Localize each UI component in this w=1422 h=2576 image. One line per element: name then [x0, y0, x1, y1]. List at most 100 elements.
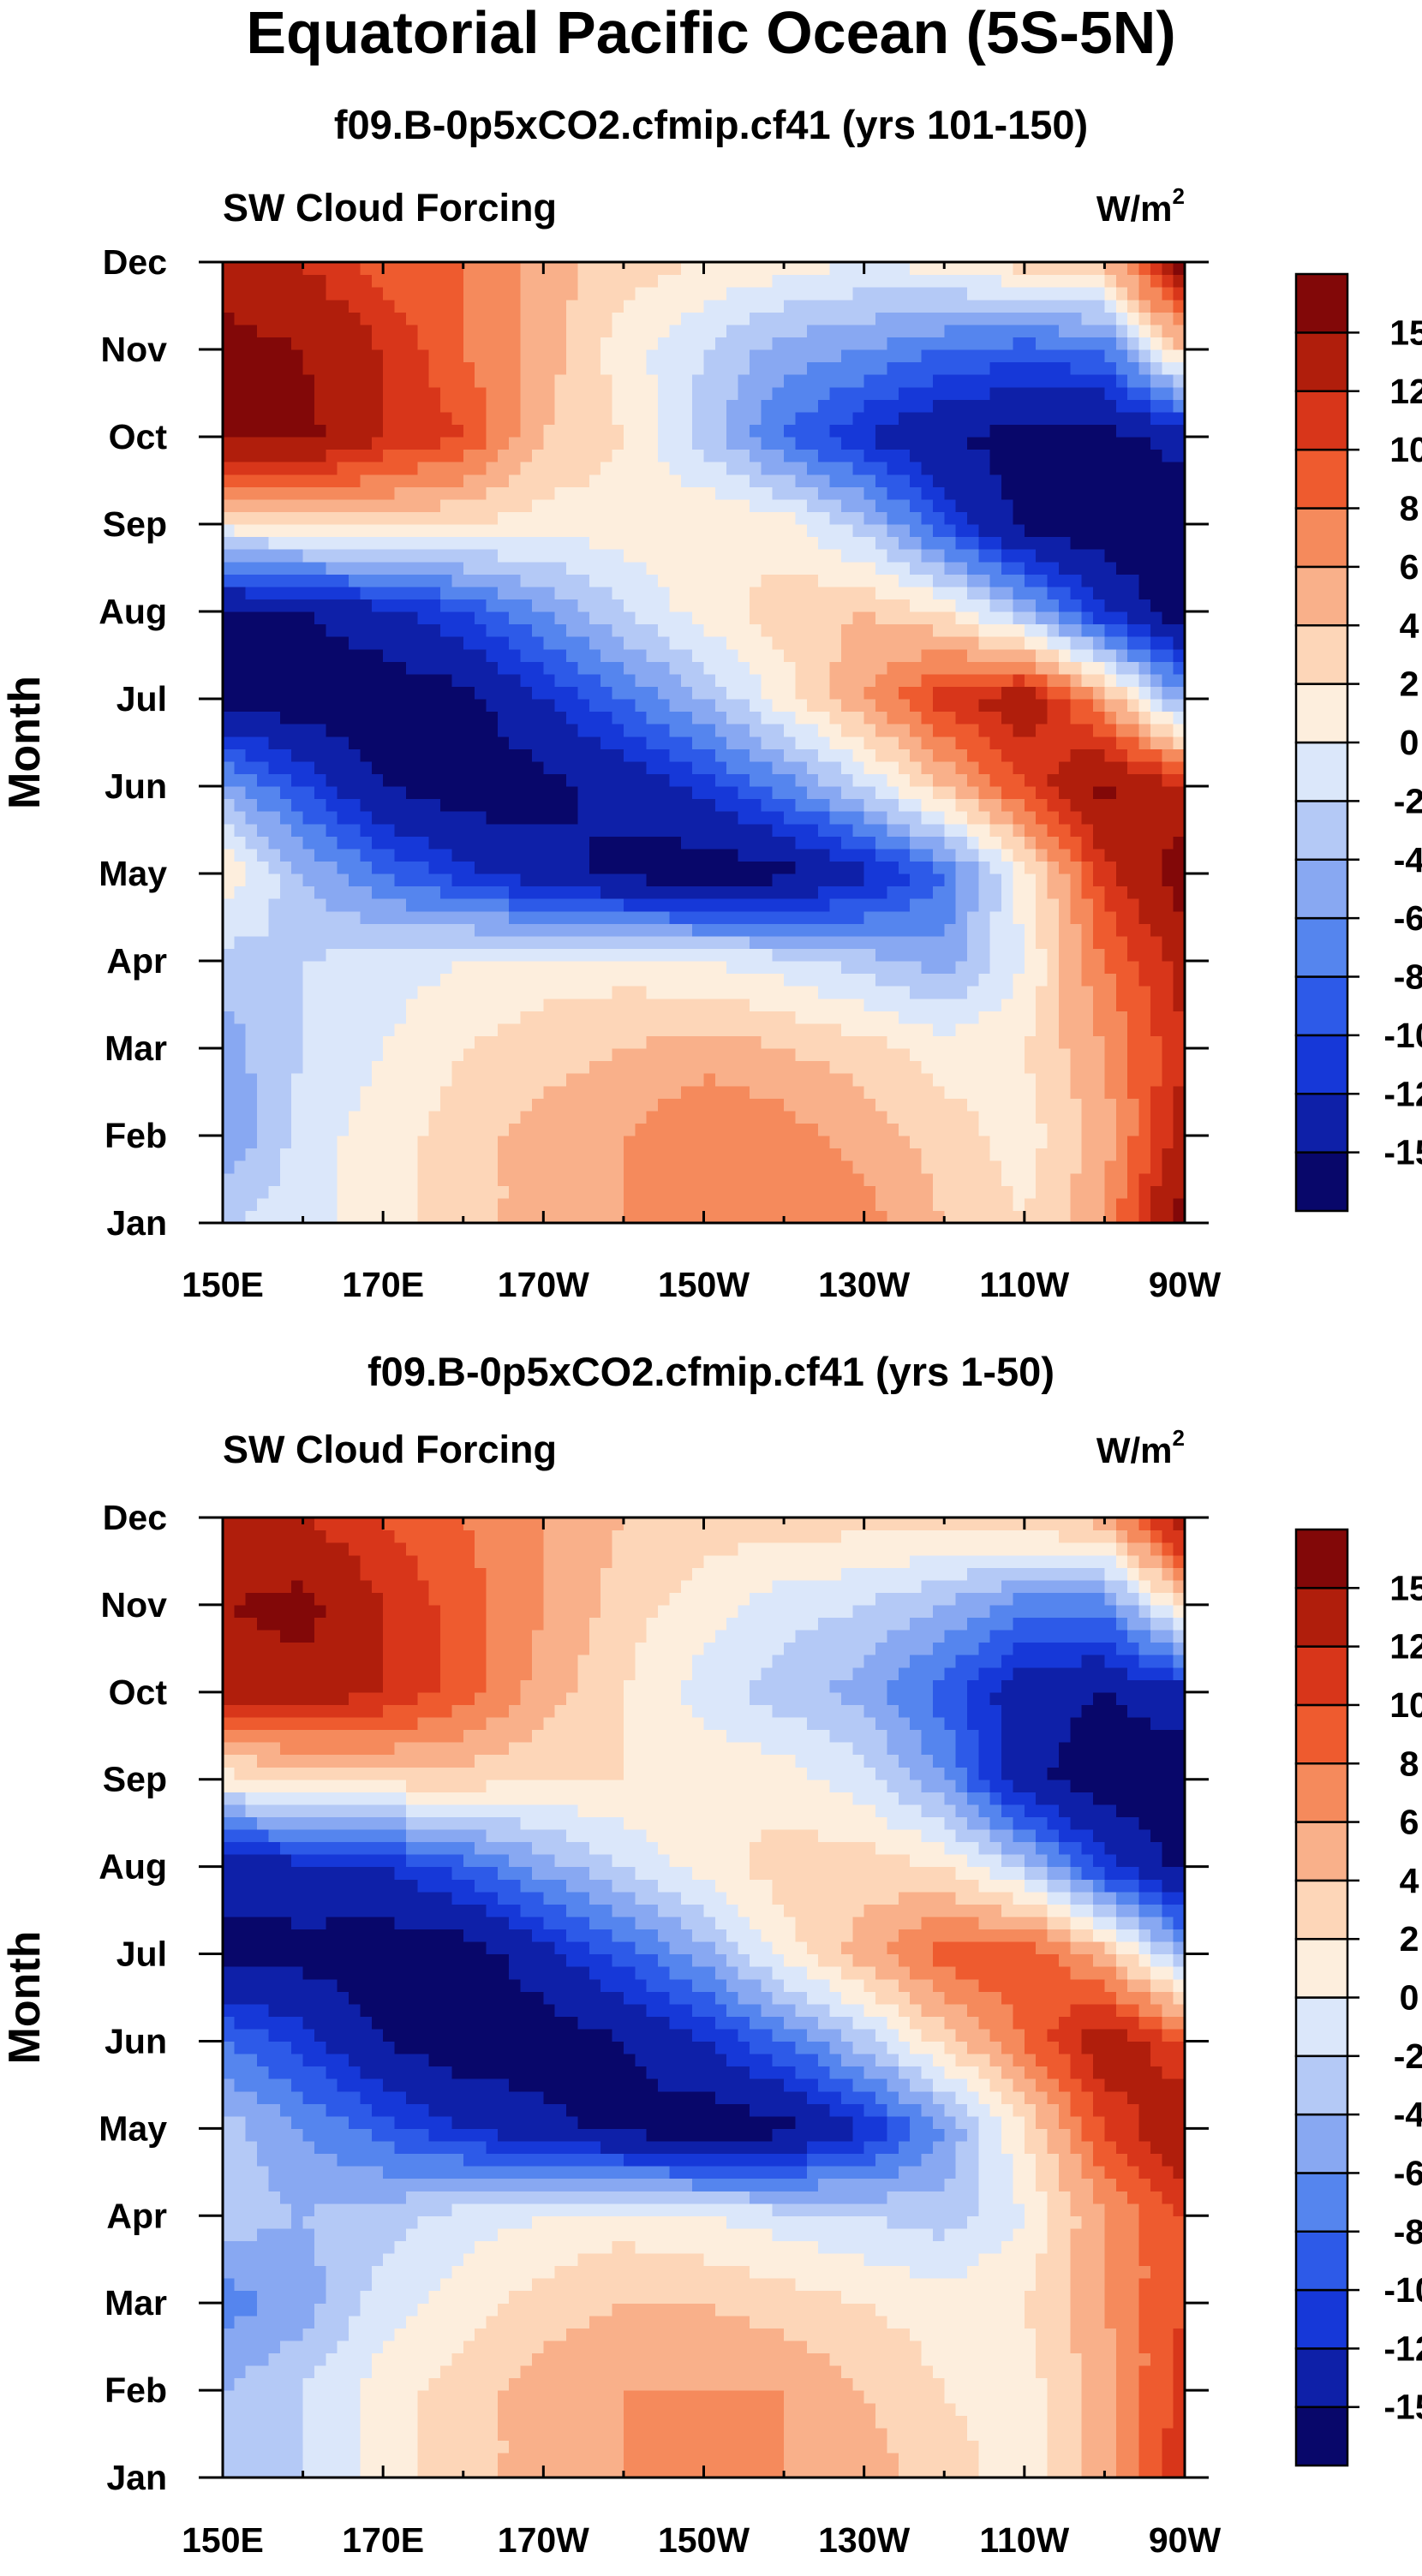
heatmap-cell	[818, 998, 831, 1011]
heatmap-cell	[394, 1011, 407, 1024]
heatmap-cell	[852, 786, 865, 800]
heatmap-cell	[543, 449, 556, 462]
heatmap-cell	[1115, 948, 1128, 962]
heatmap-cell	[623, 599, 636, 612]
heatmap-cell	[440, 736, 452, 749]
heatmap-cell	[910, 699, 923, 713]
heatmap-cell	[314, 574, 326, 587]
heatmap-cell	[806, 1098, 819, 1112]
heatmap-cell	[383, 1098, 396, 1112]
heatmap-cell	[806, 661, 819, 675]
heatmap-cell	[761, 1172, 774, 1186]
heatmap-cell	[989, 823, 1002, 837]
heatmap-cell	[703, 848, 716, 862]
heatmap-cell	[910, 861, 923, 874]
heatmap-cell	[1093, 898, 1106, 912]
heatmap-cell	[520, 1148, 533, 1161]
heatmap-cell	[669, 998, 682, 1011]
heatmap-cell	[612, 986, 624, 999]
heatmap-cell	[818, 1023, 831, 1037]
heatmap-cell	[234, 1210, 247, 1224]
heatmap-cell	[360, 1073, 373, 1087]
heatmap-cell	[955, 1073, 968, 1087]
heatmap-cell	[910, 798, 923, 812]
heatmap-cell	[612, 498, 624, 513]
heatmap-cell	[337, 711, 350, 724]
heatmap-cell	[772, 648, 785, 662]
heatmap-cell	[268, 1073, 281, 1087]
heatmap-cell	[875, 648, 888, 662]
heatmap-cell	[302, 898, 315, 912]
heatmap-cell	[1070, 1185, 1083, 1199]
heatmap-cell	[302, 474, 315, 487]
heatmap-cell	[703, 1197, 716, 1212]
heatmap-cell	[680, 836, 693, 850]
heatmap-cell	[314, 823, 326, 837]
heatmap-cell	[554, 786, 567, 800]
heatmap-cell	[772, 1185, 785, 1199]
heatmap-cell	[509, 1148, 522, 1161]
heatmap-cell	[749, 748, 762, 762]
heatmap-cell	[279, 1148, 292, 1161]
heatmap-cell	[635, 611, 648, 625]
heatmap-cell	[405, 848, 418, 862]
heatmap-cell	[314, 511, 326, 525]
heatmap-cell	[291, 798, 304, 812]
heatmap-cell	[887, 1098, 899, 1112]
heatmap-cell	[726, 961, 739, 975]
heatmap-cell	[245, 661, 258, 675]
heatmap-cell	[669, 961, 682, 975]
heatmap-cell	[451, 773, 464, 787]
heatmap-cell	[978, 1136, 991, 1149]
heatmap-cell	[600, 811, 613, 825]
heatmap-cell	[600, 736, 613, 749]
heatmap-cell	[818, 748, 831, 762]
heatmap-cell	[245, 462, 258, 475]
heatmap-cell	[1173, 524, 1186, 538]
heatmap-cell	[806, 524, 819, 538]
heatmap-cell	[840, 998, 853, 1011]
heatmap-cell	[520, 823, 533, 837]
heatmap-cell	[337, 437, 350, 450]
heatmap-cell	[531, 998, 544, 1011]
heatmap-cell	[978, 798, 991, 812]
heatmap-cell	[360, 886, 373, 899]
heatmap-cell	[497, 462, 510, 475]
heatmap-cell	[714, 1123, 727, 1136]
heatmap-cell	[405, 1085, 418, 1099]
heatmap-cell	[955, 861, 968, 874]
heatmap-cell	[714, 1048, 727, 1062]
heatmap-cell	[989, 898, 1002, 912]
heatmap-cell	[772, 973, 785, 987]
heatmap-cell	[887, 648, 899, 662]
heatmap-cell	[234, 711, 247, 724]
heatmap-cell	[680, 536, 693, 550]
heatmap-cell	[360, 1048, 373, 1062]
heatmap-cell	[1024, 773, 1037, 787]
heatmap-cell	[349, 536, 361, 550]
heatmap-cell	[932, 711, 945, 724]
heatmap-cell	[806, 536, 819, 550]
heatmap-cell	[749, 935, 762, 950]
heatmap-cell	[543, 748, 556, 762]
heatmap-cell	[428, 836, 441, 850]
heatmap-cell	[806, 760, 819, 775]
heatmap-cell	[863, 886, 876, 899]
heatmap-cell	[818, 574, 831, 587]
heatmap-cell	[314, 449, 326, 462]
heatmap-cell	[1093, 998, 1106, 1011]
heatmap-cell	[554, 536, 567, 550]
heatmap-cell	[818, 549, 831, 563]
heatmap-cell	[806, 574, 819, 587]
heatmap-cell	[646, 1148, 659, 1161]
heatmap-cell	[818, 1011, 831, 1024]
heatmap-cell	[806, 736, 819, 749]
heatmap-cell	[703, 748, 716, 762]
panel-title: f09.B-0p5xCO2.cfmip.cf41 (yrs 101-150)	[334, 102, 1088, 147]
heatmap-cell	[921, 1210, 934, 1224]
heatmap-cell	[795, 549, 808, 563]
heatmap-cell	[910, 998, 923, 1011]
heatmap-cell	[314, 961, 326, 975]
heatmap-cell	[463, 1011, 475, 1024]
heatmap-cell	[475, 1011, 487, 1024]
